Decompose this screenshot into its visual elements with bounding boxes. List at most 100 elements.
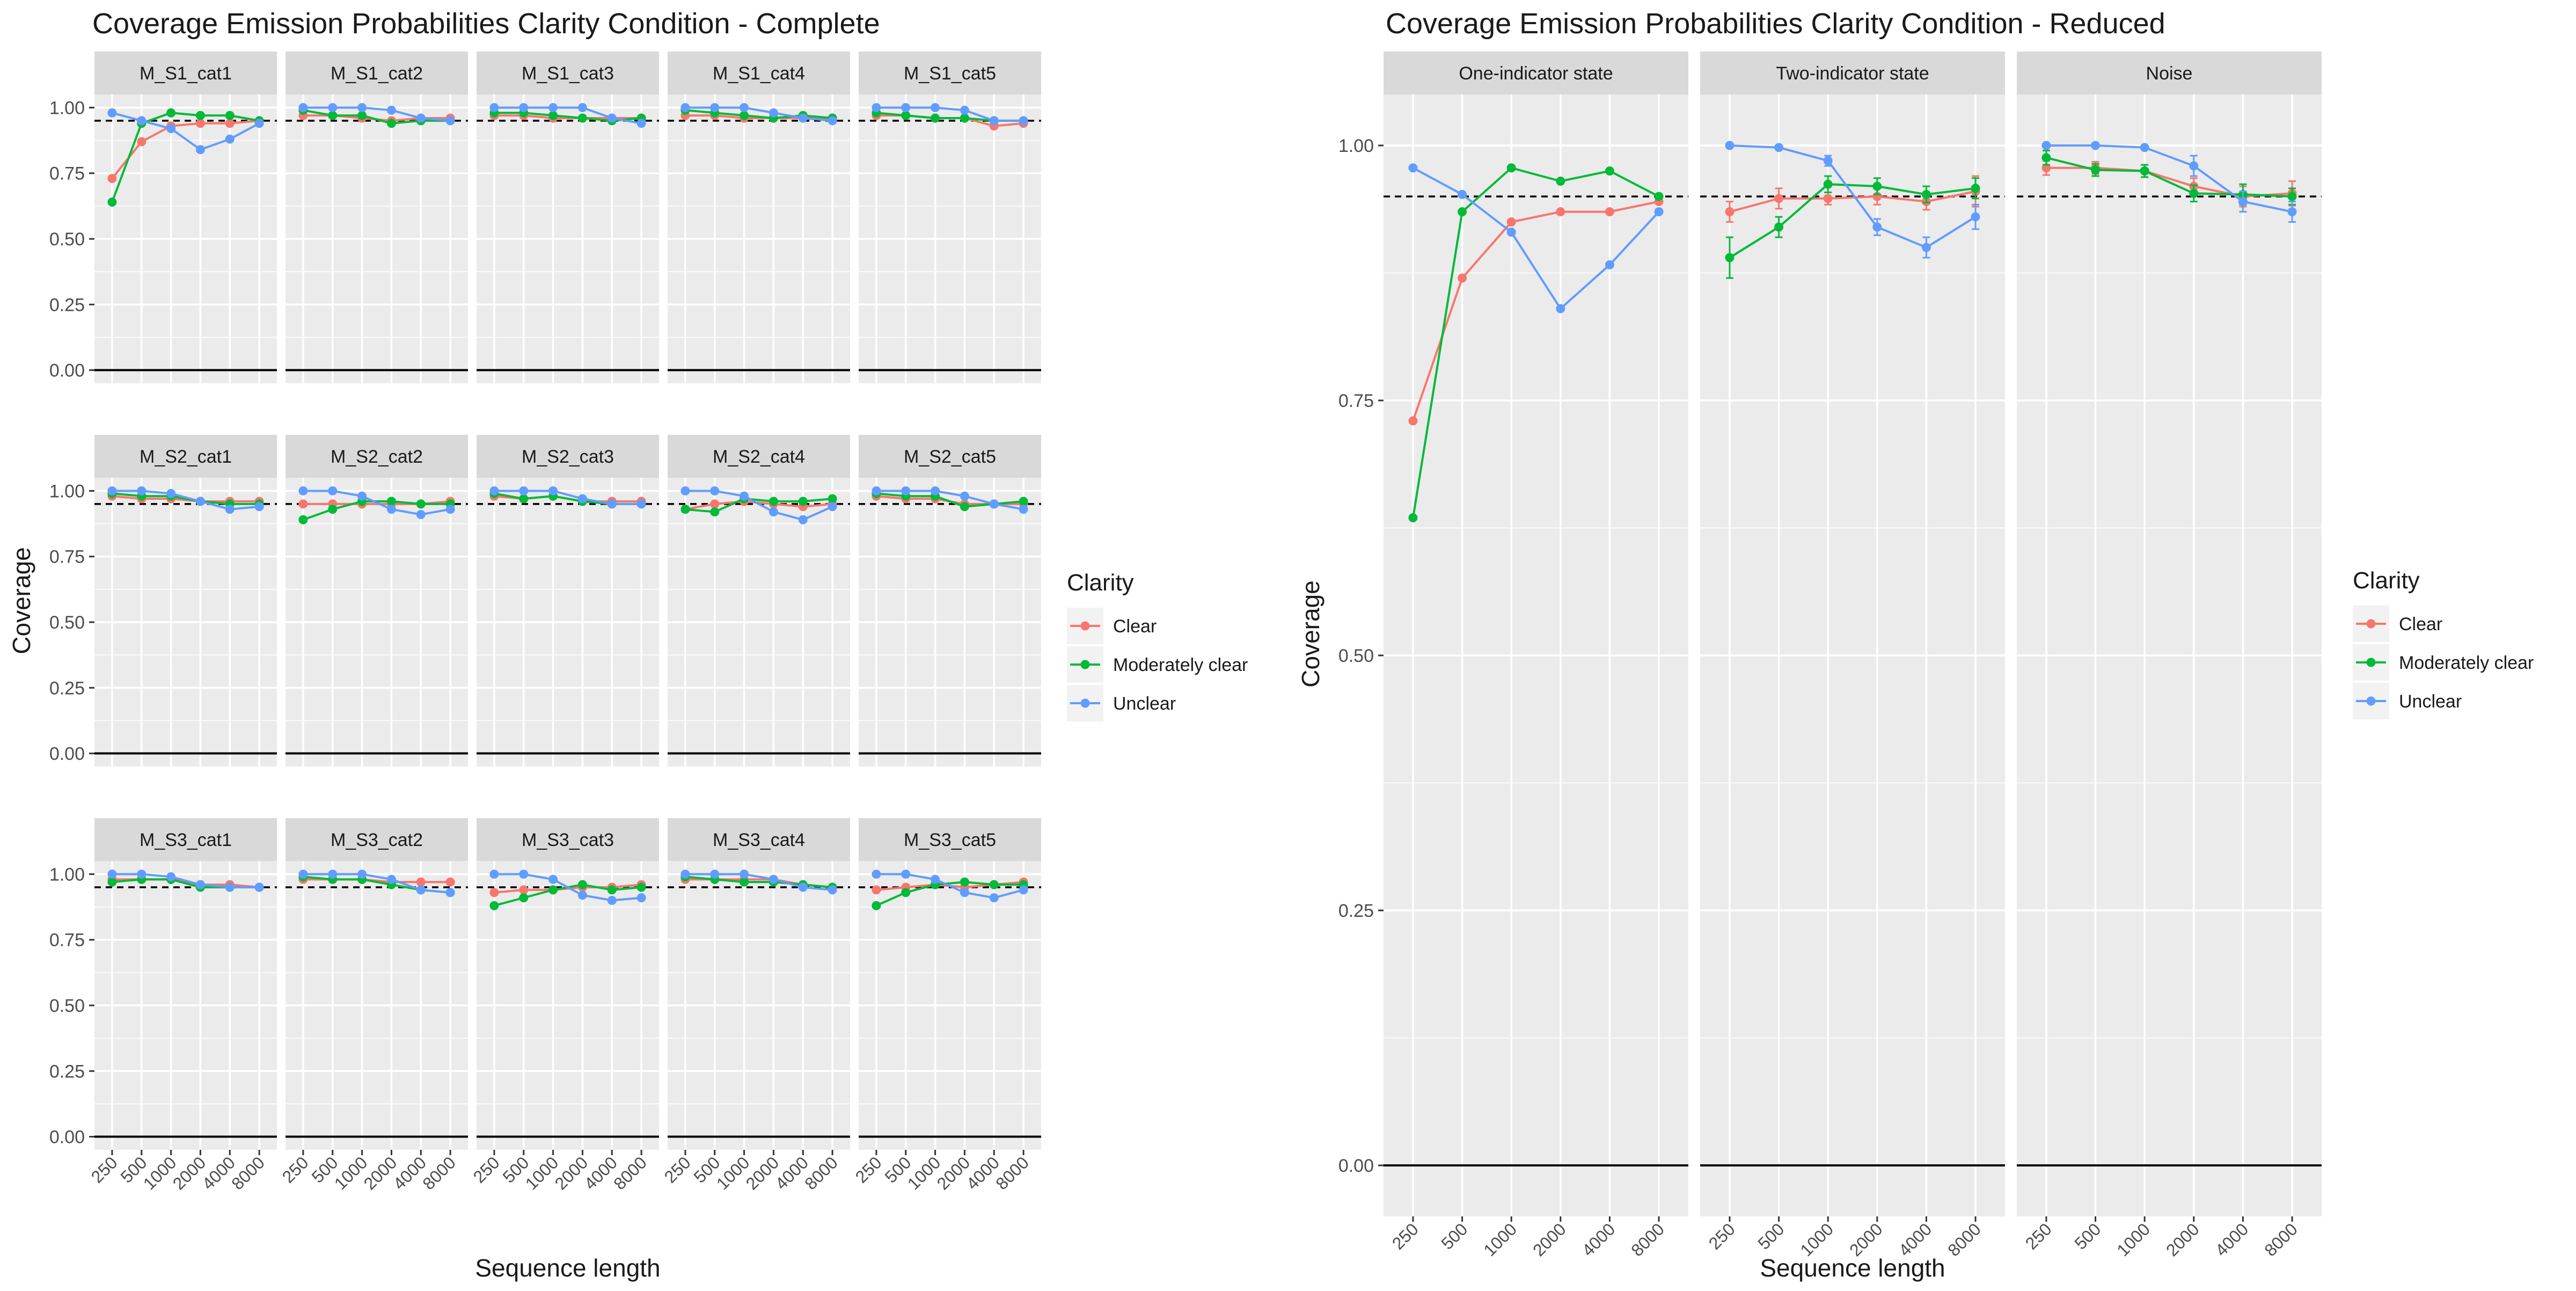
- data-point: [960, 877, 969, 887]
- data-point: [710, 499, 720, 509]
- data-point: [740, 491, 749, 501]
- data-point: [769, 497, 778, 506]
- data-point: [137, 486, 147, 495]
- series-Unclear: [298, 486, 455, 519]
- series-Moderately clear: [680, 494, 837, 517]
- data-point: [166, 124, 176, 134]
- facet-label: M_S3_cat3: [522, 830, 614, 850]
- legend-label: Clear: [1113, 616, 1157, 637]
- data-point: [960, 502, 969, 512]
- data-point: [989, 880, 999, 889]
- series-line: [1729, 190, 1976, 213]
- series-line: [1412, 200, 1659, 421]
- data-point: [828, 502, 837, 512]
- data-point: [1019, 885, 1028, 895]
- data-point: [519, 486, 529, 495]
- data-point: [931, 103, 940, 112]
- legend-label: Moderately clear: [2399, 653, 2534, 673]
- facet-strip: [477, 435, 659, 478]
- x-tick-label: 500: [1437, 1219, 1471, 1253]
- data-point: [1823, 179, 1833, 189]
- series-line: [494, 490, 642, 505]
- chart-title: Coverage Emission Probabilities Clarity …: [1386, 8, 2165, 40]
- data-point: [1654, 207, 1664, 216]
- data-point: [548, 874, 558, 884]
- series-Unclear: [1408, 163, 1664, 313]
- data-point: [636, 119, 646, 128]
- y-axis-label: Coverage: [8, 547, 35, 654]
- legend-key-point: [2366, 619, 2376, 629]
- data-point: [519, 893, 529, 902]
- series-line: [111, 112, 260, 203]
- facet-strip: [286, 52, 468, 94]
- facet-M_S2_cat2: M_S2_cat2: [286, 435, 468, 767]
- data-point: [357, 869, 367, 879]
- series-line: [685, 106, 833, 122]
- y-tick-label: 0.25: [49, 1061, 85, 1082]
- data-point: [298, 486, 308, 495]
- data-point: [489, 869, 499, 879]
- data-point: [416, 877, 426, 887]
- series-line: [111, 119, 260, 179]
- data-point: [254, 502, 264, 512]
- data-point: [107, 198, 117, 207]
- data-point: [710, 869, 720, 879]
- series-Moderately clear: [489, 880, 646, 910]
- data-point: [225, 111, 235, 120]
- x-tick-label: 250: [279, 1153, 312, 1186]
- data-point: [107, 877, 117, 887]
- data-point: [1774, 194, 1784, 203]
- facet-M_S2_cat1: M_S2_cat1 0.00 0.25 0.50 0.75 1.00: [49, 435, 277, 767]
- y-tick-label: 0.00: [49, 1127, 85, 1148]
- facet-M_S1_cat2: M_S1_cat2: [286, 52, 468, 383]
- data-point: [445, 888, 455, 898]
- series-line: [303, 109, 451, 125]
- series-line: [112, 873, 260, 888]
- data-point: [254, 119, 264, 128]
- series-Unclear: [107, 108, 264, 155]
- facet-M_S2_cat5: M_S2_cat5: [859, 435, 1041, 767]
- legend-entry: Moderately clear: [1067, 646, 1248, 683]
- data-point: [225, 882, 235, 892]
- series-Unclear: [680, 103, 837, 126]
- x-tick-label: 2000: [1529, 1219, 1570, 1260]
- data-point: [328, 111, 338, 120]
- x-tick-label: 2000: [360, 1153, 401, 1193]
- data-point: [1725, 253, 1735, 262]
- x-tick-label: 1000: [331, 1153, 371, 1193]
- legend-label: Unclear: [2399, 691, 2462, 712]
- legend-key-point: [1080, 698, 1090, 708]
- facet-strip: [859, 435, 1041, 478]
- facet-strip: [1384, 52, 1688, 94]
- data-point: [1458, 207, 1467, 216]
- data-point: [1408, 513, 1418, 522]
- series-line: [1729, 183, 1976, 259]
- data-point: [2189, 161, 2199, 171]
- series-line: [876, 873, 1024, 899]
- facet-label: M_S3_cat2: [331, 830, 423, 850]
- series-Unclear: [872, 103, 1028, 126]
- legend-key-point: [1080, 621, 1090, 631]
- x-tick-label: 250: [2022, 1219, 2055, 1253]
- x-tick-label: 500: [1754, 1219, 1788, 1253]
- series-line: [876, 106, 1024, 122]
- data-point: [960, 888, 969, 898]
- data-point: [445, 116, 455, 126]
- data-point: [416, 509, 426, 519]
- x-tick-label: 8000: [1944, 1219, 1985, 1260]
- x-tick-label: 1000: [140, 1153, 180, 1193]
- x-tick-label: 4000: [198, 1153, 239, 1193]
- data-point: [386, 497, 396, 506]
- legend-entry: Unclear: [2353, 683, 2462, 719]
- data-point: [989, 893, 999, 902]
- series-Unclear: [107, 486, 264, 514]
- data-point: [740, 877, 749, 887]
- data-point: [989, 499, 999, 509]
- data-point: [931, 874, 940, 884]
- data-point: [1408, 163, 1418, 173]
- facet-strip: [286, 435, 468, 478]
- data-point: [489, 486, 499, 495]
- data-point: [107, 486, 117, 495]
- y-tick-label: 0.50: [49, 996, 85, 1016]
